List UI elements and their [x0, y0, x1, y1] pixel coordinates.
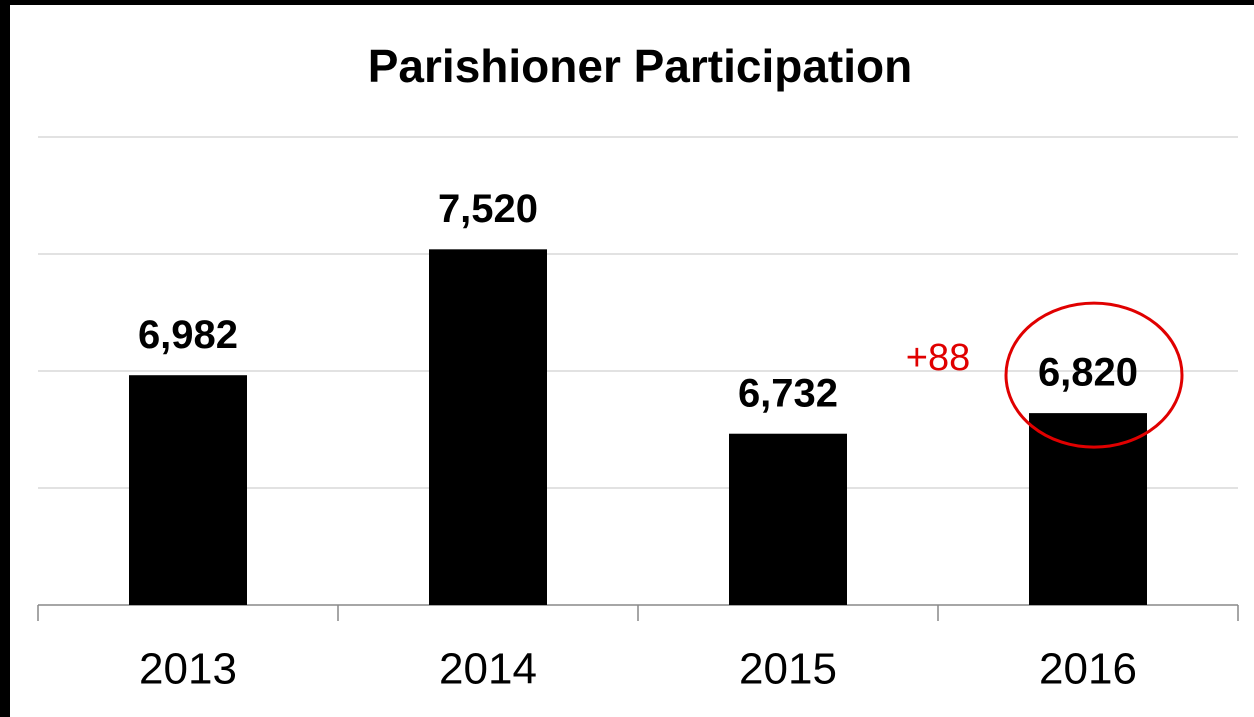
bar — [1029, 413, 1147, 605]
annotation: +88 — [906, 337, 970, 379]
data-label: 6,820 — [1038, 351, 1138, 395]
chart-title: Parishioner Participation — [368, 40, 912, 92]
bar — [429, 249, 547, 605]
x-tick-label: 2014 — [439, 645, 537, 694]
bar — [729, 433, 847, 605]
x-tick-label: 2013 — [139, 645, 237, 694]
data-label: 6,732 — [738, 371, 838, 415]
highlight-circle — [1004, 301, 1184, 449]
data-label: 6,982 — [138, 313, 238, 357]
bar — [129, 375, 247, 605]
x-tick-label: 2016 — [1039, 645, 1137, 694]
x-tick-label: 2015 — [739, 645, 837, 694]
data-label: 7,520 — [438, 187, 538, 231]
